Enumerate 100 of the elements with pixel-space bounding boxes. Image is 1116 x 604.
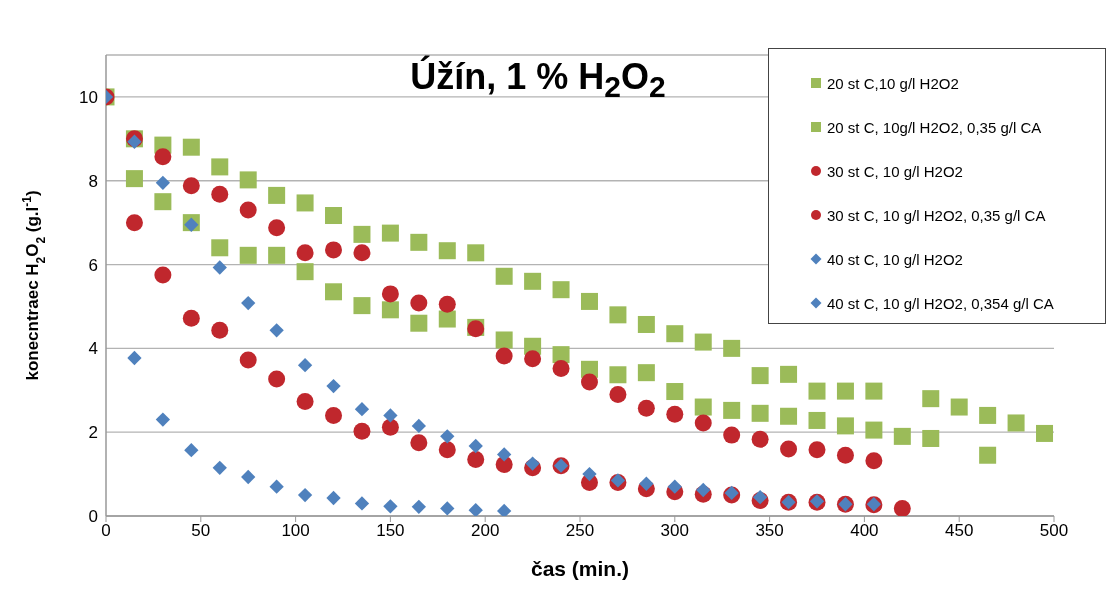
x-tick-label: 250 [565, 521, 595, 541]
point [609, 385, 627, 403]
point [836, 446, 854, 464]
point [808, 411, 826, 429]
point [268, 246, 286, 264]
point [438, 295, 456, 313]
y-tick-label: 0 [88, 507, 98, 527]
point [495, 331, 513, 349]
point [326, 490, 341, 506]
point [297, 357, 313, 373]
point [296, 263, 314, 281]
x-axis-title: čas (min.) [530, 557, 630, 580]
x-tick-label: 400 [850, 521, 879, 541]
point [751, 367, 769, 385]
legend-label: 20 st C,10 g/l H2O2 [827, 74, 959, 92]
point [184, 443, 199, 458]
point [269, 479, 284, 494]
point [239, 201, 257, 219]
x-tick-label: 150 [376, 521, 405, 541]
legend-label: 30 st C, 10 g/l H2O2, 0,35 g/l CA [827, 206, 1046, 224]
point [865, 382, 883, 400]
chart-title: Úžín, 1 % H$_{2}$O$_{2}$ [410, 56, 666, 104]
point [752, 489, 768, 505]
point [383, 499, 398, 514]
point [580, 373, 598, 391]
x-tick-label: 50 [191, 521, 211, 541]
point [580, 292, 598, 310]
point [182, 309, 200, 327]
point [667, 479, 682, 494]
x-tick-label: 100 [281, 521, 310, 541]
point [808, 441, 826, 459]
point [552, 346, 570, 364]
point [211, 239, 229, 257]
point [211, 321, 229, 339]
point [268, 219, 286, 237]
point [1036, 424, 1054, 442]
point [893, 499, 911, 516]
point [354, 401, 370, 417]
point [297, 487, 313, 503]
point [239, 351, 257, 369]
point [211, 185, 229, 203]
point [438, 310, 456, 328]
point [893, 427, 911, 445]
point [922, 390, 940, 408]
point [723, 401, 741, 419]
point [353, 244, 371, 262]
point [723, 339, 741, 357]
point [666, 405, 684, 423]
point [127, 134, 142, 149]
legend-label: 30 st C, 10 g/l H2O2 [827, 162, 963, 180]
point [780, 365, 798, 383]
point [410, 233, 428, 251]
point [552, 359, 570, 377]
y-tick-label: 2 [88, 423, 98, 443]
point [296, 244, 314, 262]
point [411, 418, 426, 434]
point [582, 466, 597, 482]
point [354, 496, 370, 511]
point [979, 446, 997, 464]
legend-label: 40 st C, 10 g/l H2O2 [827, 250, 963, 268]
point [440, 501, 455, 516]
point [751, 430, 769, 448]
x-tick-label: 350 [755, 521, 784, 541]
point [182, 138, 200, 156]
x-tick-label: 500 [1039, 521, 1069, 541]
point [383, 408, 398, 423]
point [694, 414, 712, 432]
point [836, 417, 854, 435]
y-tick-label: 10 [79, 87, 98, 107]
point [325, 207, 343, 225]
point [780, 440, 798, 458]
point [440, 429, 455, 444]
point [609, 366, 627, 384]
point [296, 194, 314, 212]
point [468, 438, 483, 454]
point [922, 429, 940, 447]
point [127, 350, 142, 366]
point [694, 333, 712, 351]
x-tick-label: 200 [471, 521, 500, 541]
point [524, 350, 542, 368]
point [666, 383, 684, 401]
point [212, 460, 227, 475]
point [979, 406, 997, 424]
point [467, 450, 485, 468]
point [723, 426, 741, 444]
point [552, 281, 570, 299]
point [467, 244, 485, 262]
legend-label: 20 st C, 10g/l H2O2, 0,35 g/l CA [827, 118, 1042, 136]
point [497, 447, 512, 462]
point [268, 186, 286, 204]
point [125, 214, 143, 232]
point [1007, 414, 1025, 432]
point [241, 469, 256, 485]
point [525, 456, 540, 471]
x-tick-label: 0 [101, 521, 111, 541]
point [410, 314, 428, 332]
x-tick-label: 300 [660, 521, 689, 541]
point [326, 378, 341, 394]
point [497, 503, 512, 516]
point [353, 225, 371, 243]
